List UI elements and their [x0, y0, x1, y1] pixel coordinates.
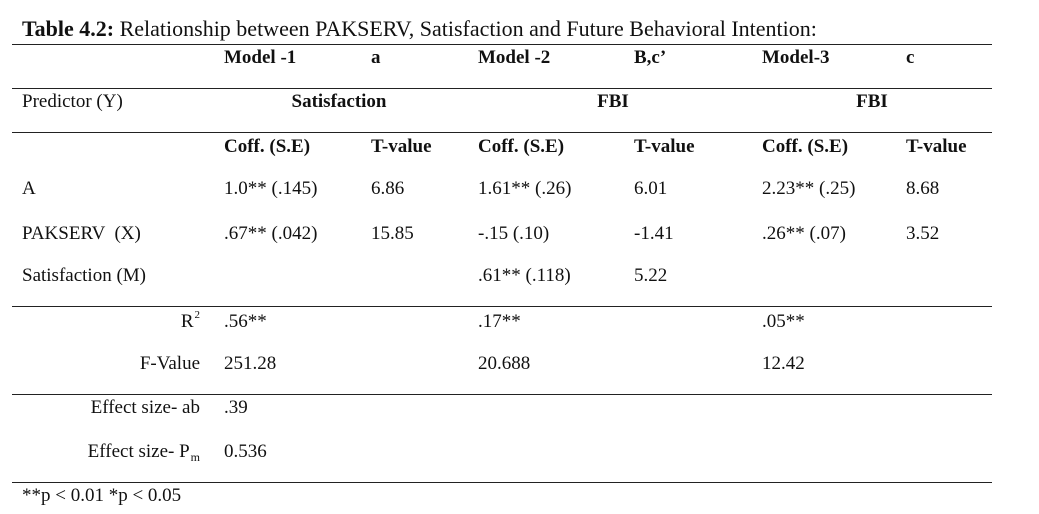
- model-1-coff-header: Coff. (S.E): [224, 136, 311, 157]
- row-pakserv-m2-coff: -.15 (.10): [478, 223, 550, 244]
- rule-bottom: [12, 482, 992, 483]
- model-3-path: c: [906, 47, 915, 68]
- row-pakserv-m3-tval: 3.52: [906, 223, 940, 244]
- rule-fit: [12, 394, 992, 395]
- f-value-m3: 12.42: [762, 353, 805, 374]
- r2-label: R2: [22, 309, 201, 336]
- rule-dv: [12, 132, 992, 133]
- effect-ab-label: Effect size- ab: [90, 397, 200, 418]
- footnote: **p < 0.01 *p < 0.05: [22, 485, 182, 506]
- model-1-dv: Satisfaction: [291, 91, 387, 112]
- model-2-path: B,c’: [634, 47, 667, 68]
- f-value-m2: 20.688: [478, 353, 531, 374]
- caption-text: Relationship between PAKSERV, Satisfacti…: [119, 16, 817, 41]
- effect-pm-label: Effect size- Pm: [22, 440, 200, 465]
- row-pakserv-m1-tval: 15.85: [371, 223, 414, 244]
- model-3-dv: FBI: [856, 91, 888, 112]
- r2-m2: .17**: [478, 311, 521, 332]
- effect-ab-value: .39: [224, 397, 248, 418]
- row-satisfaction-m2-coff: .61** (.118): [478, 265, 571, 286]
- model-1-tval-header: T-value: [371, 136, 432, 157]
- row-pakserv-m2-tval: -1.41: [634, 223, 674, 244]
- model-3-name: Model-3: [762, 47, 830, 68]
- predictor-label: Predictor (Y): [22, 91, 123, 112]
- model-1-name: Model -1: [224, 47, 297, 68]
- r2-label-text: R: [180, 311, 194, 332]
- row-a-m2-coff: 1.61** (.26): [478, 178, 572, 199]
- row-pakserv-m1-coff: .67** (.042): [224, 223, 318, 244]
- row-satisfaction-m2-tval: 5.22: [634, 265, 668, 286]
- caption-label: Table 4.2:: [22, 16, 115, 41]
- f-value-label: F-Value: [139, 353, 200, 374]
- row-pakserv-label: PAKSERV (X): [22, 223, 141, 244]
- effect-pm-value: 0.536: [224, 441, 267, 462]
- row-a-m3-tval: 8.68: [906, 178, 940, 199]
- rule-body: [12, 306, 992, 307]
- model-2-coff-header: Coff. (S.E): [478, 136, 565, 157]
- row-a-m1-tval: 6.86: [371, 178, 405, 199]
- effect-pm-subscript: m: [190, 450, 200, 464]
- row-a-m2-tval: 6.01: [634, 178, 668, 199]
- table-caption: Table 4.2: Relationship between PAKSERV,…: [22, 16, 817, 42]
- rule-header: [12, 88, 992, 89]
- model-2-tval-header: T-value: [634, 136, 695, 157]
- rule-top: [12, 44, 992, 45]
- model-2-name: Model -2: [478, 47, 551, 68]
- row-pakserv-m3-coff: .26** (.07): [762, 223, 846, 244]
- row-a-m3-coff: 2.23** (.25): [762, 178, 856, 199]
- r2-superscript: 2: [194, 309, 201, 321]
- model-1-path: a: [371, 47, 381, 68]
- r2-m1: .56**: [224, 311, 267, 332]
- effect-pm-label-text: Effect size- P: [87, 441, 190, 462]
- f-value-m1: 251.28: [224, 353, 277, 374]
- row-a-m1-coff: 1.0** (.145): [224, 178, 318, 199]
- row-a-label: A: [22, 178, 36, 199]
- row-satisfaction-label: Satisfaction (M): [22, 265, 147, 286]
- model-3-tval-header: T-value: [906, 136, 967, 157]
- r2-m3: .05**: [762, 311, 805, 332]
- model-3-coff-header: Coff. (S.E): [762, 136, 849, 157]
- model-2-dv: FBI: [597, 91, 629, 112]
